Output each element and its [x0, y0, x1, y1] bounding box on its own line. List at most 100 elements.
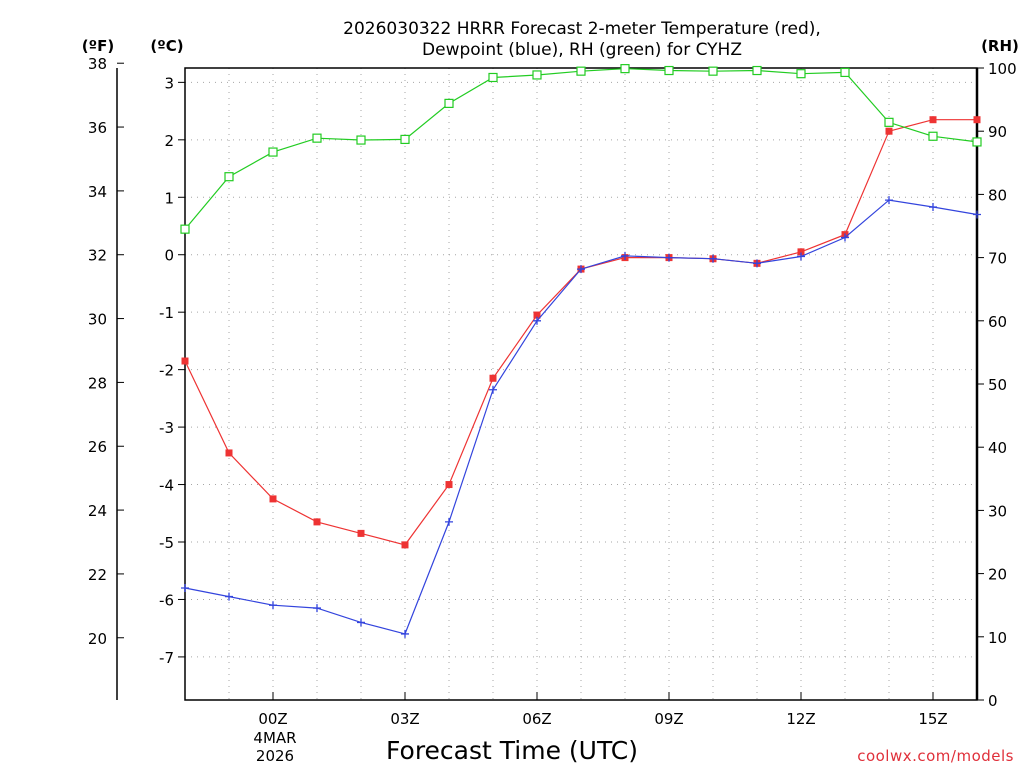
rh-point — [620, 64, 630, 74]
dewpoint-point — [313, 604, 321, 613]
rh-tick-label: 70 — [988, 250, 1007, 268]
dewpoint-point — [181, 583, 189, 592]
rh-series — [180, 64, 982, 234]
rh-point — [752, 65, 762, 76]
temperature-point — [445, 481, 453, 489]
temperature-point — [489, 374, 497, 382]
dewpoint-point — [577, 265, 585, 274]
temperature-point — [269, 495, 277, 503]
temperature-point — [929, 116, 937, 124]
fahrenheit-unit-label: (ºF) — [82, 37, 114, 55]
rh-point — [400, 134, 410, 145]
celsius-tick-label: -6 — [159, 591, 174, 609]
celsius-tick-label: 0 — [164, 247, 174, 265]
celsius-tick-label: -5 — [159, 534, 174, 552]
rh-point — [488, 72, 498, 83]
celsius-tick-label: -2 — [159, 362, 174, 380]
rh-point — [532, 70, 542, 80]
fahrenheit-tick-label: 20 — [88, 630, 107, 648]
celsius-tick-label: -1 — [159, 304, 174, 322]
rh-tick-label: 80 — [988, 186, 1007, 204]
dewpoint-point — [709, 254, 717, 263]
dewpoint-point — [533, 316, 541, 325]
rh-tick-label: 10 — [988, 629, 1007, 647]
rh-unit-label: (RH) — [981, 37, 1019, 55]
rh-tick-label: 60 — [988, 313, 1007, 331]
fahrenheit-tick-label: 38 — [88, 55, 107, 73]
celsius-tick-label: -7 — [159, 649, 174, 667]
celsius-tick-label: -4 — [159, 477, 174, 495]
rh-point — [576, 66, 586, 76]
fahrenheit-tick-label: 36 — [88, 119, 107, 137]
rh-point — [224, 172, 234, 182]
dewpoint-series — [181, 196, 981, 638]
temperature-point — [225, 449, 233, 457]
rh-point — [972, 137, 982, 147]
x-tick-label: 12Z — [786, 710, 815, 728]
celsius-tick-label: 3 — [164, 74, 174, 92]
rh-tick-label: 40 — [988, 439, 1007, 457]
rh-tick-label: 0 — [988, 692, 998, 710]
x-tick-label: 00Z — [258, 710, 287, 728]
date-label-month: 4MAR — [253, 729, 296, 747]
chart-title-line-2: Dewpoint (blue), RH (green) for CYHZ — [422, 40, 742, 60]
dewpoint-point — [357, 618, 365, 627]
fahrenheit-tick-label: 28 — [88, 374, 107, 392]
x-axis-title: Forecast Time (UTC) — [386, 736, 638, 765]
rh-point — [444, 98, 454, 108]
x-tick-label: 06Z — [522, 710, 551, 728]
temperature-point — [885, 127, 893, 135]
grid — [185, 68, 977, 700]
fahrenheit-tick-label: 24 — [88, 502, 107, 520]
fahrenheit-tick-label: 32 — [88, 247, 107, 265]
rh-point — [356, 135, 366, 145]
rh-tick-label: 50 — [988, 376, 1007, 394]
rh-point — [796, 69, 806, 79]
temperature-point — [973, 116, 981, 124]
rh-tick-label: 90 — [988, 123, 1007, 141]
axis-ticks: -7 -6 -5 -4 -3 -2 -1 0 1 2 3 20 22 24 26 28 30 32 34 36 38 0 1… — [88, 55, 1017, 728]
temperature-point — [533, 311, 541, 319]
fahrenheit-tick-label: 26 — [88, 438, 107, 456]
rh-point — [708, 66, 718, 76]
chart-title-line-1: 2026030322 HRRR Forecast 2-meter Tempera… — [343, 19, 821, 39]
rh-tick-label: 100 — [988, 60, 1017, 78]
dewpoint-point — [401, 629, 409, 638]
dewpoint-point — [841, 233, 849, 242]
data-series — [180, 64, 982, 638]
rh-point — [840, 67, 850, 78]
temperature-point — [401, 541, 409, 549]
temperature-point — [797, 248, 805, 256]
celsius-unit-label: (ºC) — [150, 37, 183, 55]
dewpoint-point — [929, 203, 937, 212]
rh-point — [268, 147, 278, 157]
fahrenheit-tick-label: 22 — [88, 566, 107, 584]
temperature-point — [181, 357, 189, 365]
dewpoint-point — [753, 259, 761, 268]
temperature-point — [357, 529, 365, 537]
dewpoint-point — [665, 253, 673, 262]
dewpoint-point — [489, 385, 497, 394]
date-label-year: 2026 — [256, 747, 294, 765]
temperature-point — [313, 518, 321, 526]
rh-point — [312, 133, 322, 143]
celsius-tick-label: 1 — [164, 189, 174, 207]
rh-tick-label: 30 — [988, 502, 1007, 520]
dewpoint-point — [885, 196, 893, 205]
celsius-tick-label: -3 — [159, 419, 174, 437]
rh-point — [180, 224, 190, 234]
x-tick-label: 09Z — [654, 710, 683, 728]
rh-tick-label: 20 — [988, 566, 1007, 584]
fahrenheit-tick-label: 34 — [88, 183, 107, 201]
dewpoint-point — [797, 252, 805, 261]
celsius-tick-label: 2 — [164, 132, 174, 150]
rh-point — [884, 117, 894, 127]
credit-label: coolwx.com/models — [857, 747, 1014, 765]
rh-point — [928, 131, 938, 141]
dewpoint-point — [445, 517, 453, 526]
x-tick-label: 15Z — [918, 710, 947, 728]
dewpoint-point — [269, 601, 277, 610]
fahrenheit-tick-label: 30 — [88, 311, 107, 329]
dewpoint-point — [621, 251, 629, 260]
